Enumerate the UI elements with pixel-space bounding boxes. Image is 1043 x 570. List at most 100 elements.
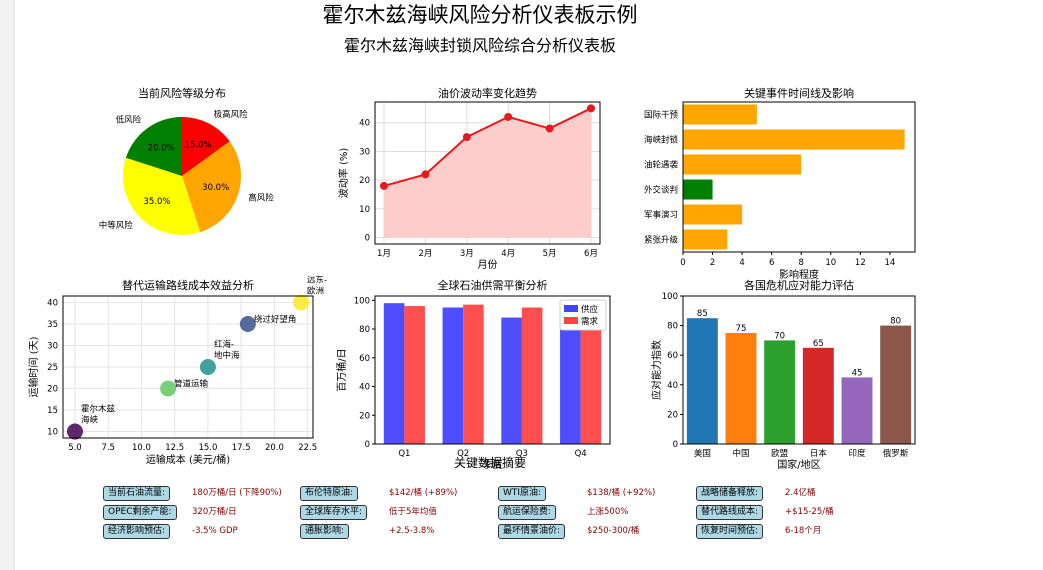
legend-swatch [564, 305, 578, 312]
bar [442, 307, 464, 444]
chart-title: 关键事件时间线及影响 [744, 86, 854, 100]
pie-label: 低风险 [116, 115, 142, 126]
y-axis-label: 应对能力指数 [650, 340, 663, 400]
pie-label: 极高风险 [214, 109, 249, 120]
y-tick-label: 40 [667, 381, 678, 391]
bar [802, 347, 834, 444]
x-tick-label: 15.0 [198, 443, 217, 453]
x-tick-label: 印度 [848, 448, 866, 459]
data-point [421, 170, 430, 179]
x-tick-label: 12 [855, 258, 866, 268]
bar [683, 104, 757, 125]
data-point [380, 181, 388, 190]
summary-value: 低于5年均值 [389, 507, 437, 517]
pie-slice [125, 117, 182, 176]
y-tick-label: 100 [354, 296, 370, 306]
y-tick-label: 0 [673, 440, 678, 450]
summary-label: 通胀影响: [300, 524, 350, 539]
y-axis-label: 波动率 (%) [337, 148, 350, 199]
bar-value-label: 65 [813, 339, 824, 349]
route-cost-scatter-chart: 替代运输路线成本效益分析 5.0 7.5 10.0 12.5 15.0 17.5 20.0 22… [27, 276, 327, 466]
legend-swatch [564, 317, 578, 324]
bar [560, 311, 581, 444]
summary-label: 布伦特原油: [300, 486, 359, 501]
x-tick-label: Q3 [516, 449, 528, 459]
pie-pct-label: 35.0% [143, 197, 170, 207]
summary-label: 经济影响预估: [103, 524, 171, 539]
x-tick-label: 俄罗斯 [883, 448, 909, 459]
x-tick-label: 4月 [501, 249, 515, 259]
dashboard-subtitle: 霍尔木兹海峡封锁风险综合分析仪表板 [343, 36, 616, 55]
summary-title: 关键数据摘要 [453, 456, 526, 470]
bar-value-label: 75 [736, 324, 747, 334]
x-axis-label: 运输成本 (美元/桶) [146, 453, 230, 466]
data-point [587, 104, 595, 113]
y-tick-label: 0 [365, 440, 370, 450]
x-tick-label: 日本 [810, 448, 828, 459]
x-tick-label: 6 [769, 258, 774, 268]
bar [501, 317, 522, 444]
y-tick-label: 60 [359, 354, 370, 364]
x-tick-label: Q2 [457, 449, 469, 459]
x-tick-label: 5月 [543, 249, 557, 259]
plot-frame [62, 295, 314, 439]
summary-label: 最坏情景油价: [498, 524, 566, 539]
summary-value: +2.5-3.8% [389, 526, 435, 536]
scatter-point [66, 423, 83, 440]
y-tick-label: 国际干预 [644, 110, 679, 121]
summary-label: 航运保险费: [498, 505, 557, 520]
x-tick-label: 0 [680, 258, 685, 268]
x-axis-label: 季度 [483, 458, 503, 471]
bar [683, 204, 743, 225]
x-axis-label: 月份 [478, 259, 498, 271]
bar [841, 377, 873, 444]
bar [383, 303, 405, 444]
y-tick-label: 25 [47, 363, 58, 373]
pie-slice [182, 117, 230, 176]
x-tick-label: 10 [825, 258, 836, 268]
pie-label: 高风险 [248, 193, 274, 204]
bar [683, 154, 802, 175]
summary-value: +$15-25/桶 [785, 507, 834, 517]
y-tick-label: 20 [359, 411, 370, 421]
x-tick-label: 14 [884, 258, 895, 268]
pie-slice [122, 157, 201, 235]
y-tick-label: 外交谈判 [644, 185, 678, 196]
y-tick-label: 30 [47, 341, 58, 351]
summary-label: 全球库存水平: [300, 505, 368, 520]
bar [404, 306, 425, 444]
point-label: 霍尔木兹海峡 [81, 404, 116, 426]
bar [521, 307, 543, 444]
x-tick-label: 欧盟 [771, 448, 789, 459]
y-axis-label: 百万桶/日 [335, 348, 348, 391]
x-tick-label: 美国 [694, 448, 711, 459]
y-tick-label: 20 [667, 410, 678, 420]
point-label: 远东-欧洲 [307, 276, 327, 296]
y-tick-label: 20 [359, 176, 370, 186]
x-tick-label: 4 [739, 258, 744, 268]
bar [683, 179, 713, 200]
x-tick-label: 中国 [732, 448, 749, 459]
scatter-point [160, 380, 177, 397]
point-label: 绕过好望角 [254, 314, 297, 325]
y-tick-label: 15 [47, 406, 58, 416]
y-tick-label: 100 [662, 292, 678, 302]
summary-value: $250-300/桶 [587, 526, 640, 536]
crisis-response-bar-chart: 各国危机应对能力评估 0 20 40 60 80 100 85 美国 75 中国 70 欧盟 65 日本 45… [650, 278, 916, 471]
summary-label: WTI原油: [498, 486, 547, 501]
bar-value-label: 85 [697, 309, 708, 319]
chart-title: 各国危机应对能力评估 [744, 278, 854, 292]
area-fill [384, 108, 591, 238]
y-tick-label: 40 [359, 383, 370, 393]
summary-label: 恢复时间预估: [696, 524, 764, 539]
series-line [383, 107, 592, 187]
summary-value: 180万桶/日 (下降90%) [192, 488, 282, 498]
x-tick-label: 3月 [460, 249, 474, 259]
bar [880, 325, 912, 444]
dashboard-title: 霍尔木兹海峡风险分析仪表板示例 [322, 3, 638, 27]
summary-value: 上涨500% [587, 507, 629, 517]
summary-value: $138/桶 (+92%) [587, 488, 656, 498]
bar [764, 340, 796, 444]
plot-frame [682, 295, 916, 445]
